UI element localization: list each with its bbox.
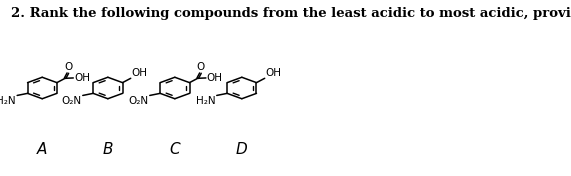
Text: OH: OH bbox=[266, 68, 282, 78]
Text: OH: OH bbox=[131, 68, 147, 78]
Text: A: A bbox=[37, 142, 47, 157]
Text: OH: OH bbox=[74, 73, 90, 83]
Text: O: O bbox=[64, 62, 73, 72]
Text: H₂N: H₂N bbox=[0, 96, 16, 106]
Text: 2. Rank the following compounds from the least acidic to most acidic, provide a : 2. Rank the following compounds from the… bbox=[11, 7, 571, 20]
Text: O: O bbox=[196, 62, 205, 72]
Text: C: C bbox=[170, 142, 180, 157]
Text: OH: OH bbox=[207, 73, 223, 83]
Text: D: D bbox=[236, 142, 248, 157]
Text: O₂N: O₂N bbox=[128, 96, 148, 106]
Text: O₂N: O₂N bbox=[62, 96, 82, 106]
Text: B: B bbox=[103, 142, 113, 157]
Text: H₂N: H₂N bbox=[196, 96, 216, 106]
